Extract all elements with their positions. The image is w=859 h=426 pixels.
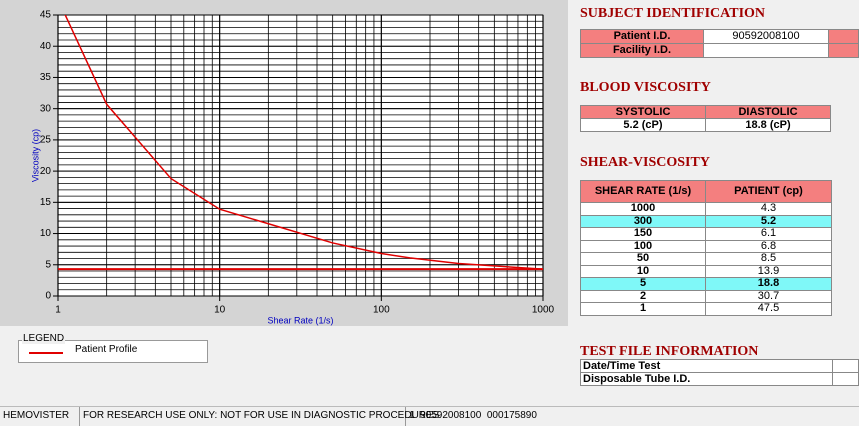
viscosity-cell: 6.8: [705, 239, 832, 253]
y-axis-label: Viscosity (cp): [30, 129, 40, 182]
y-tick-label: 10: [40, 228, 52, 239]
status-field: HEMOVISTER: [0, 407, 80, 426]
cell: [828, 43, 859, 58]
header-cell: SHEAR RATE (1/s): [580, 180, 706, 203]
legend: Patient Profile: [18, 340, 208, 363]
plot-clip: [58, 15, 543, 271]
value-cell: 5.2 (cP): [580, 118, 706, 132]
plot-area: [57, 14, 544, 297]
legend-label: Patient Profile: [75, 344, 138, 355]
viscosity-cell: 47.5: [705, 302, 832, 316]
status-bar: HEMOVISTER FOR RESEARCH USE ONLY: NOT FO…: [0, 406, 859, 426]
section-title: BLOOD VISCOSITY: [580, 80, 711, 95]
viscosity-cell: 30.7: [705, 289, 832, 303]
label-cell: Facility I.D.: [580, 43, 704, 58]
value-cell: [832, 372, 859, 386]
viscosity-cell: 6.1: [705, 227, 832, 241]
y-tick-label: 0: [45, 291, 51, 302]
shear-rate-cell: 1: [580, 302, 706, 316]
shear-rate-cell: 10: [580, 264, 706, 278]
viscosity-cell: 13.9: [705, 264, 832, 278]
shear-rate-cell: 5: [580, 277, 706, 291]
label-cell: Patient I.D.: [580, 29, 704, 44]
y-tick-label: 35: [40, 72, 52, 83]
status-field: FOR RESEARCH USE ONLY: NOT FOR USE IN DI…: [80, 407, 439, 426]
y-tick-label: 5: [45, 259, 51, 270]
label-cell: Date/Time Test: [580, 359, 833, 373]
y-tick-label: 45: [40, 10, 52, 21]
status-field: 1 90592008100 000175890: [409, 410, 537, 421]
y-tick-label: 30: [40, 103, 52, 114]
shear-rate-cell: 50: [580, 252, 706, 266]
header-cell: DIASTOLIC: [705, 105, 831, 119]
viscosity-cell: 5.2: [705, 214, 832, 228]
legend-swatch: [29, 352, 63, 354]
shear-rate-cell: 2: [580, 289, 706, 303]
y-tick-label: 15: [40, 197, 52, 208]
value-cell: [832, 359, 859, 373]
x-tick-label: 1000: [532, 305, 555, 316]
shear-rate-cell: 100: [580, 239, 706, 253]
chart-panel: 0 5 10 15 20 25 30 35 40 45 1 10 100 1000 Shear Rate (…: [0, 0, 568, 326]
legend-title: LEGEND: [22, 333, 66, 344]
shear-rate-cell: 1000: [580, 202, 706, 216]
value-cell: 90592008100: [703, 29, 829, 44]
header-cell: SYSTOLIC: [580, 105, 706, 119]
y-tick-label: 20: [40, 166, 52, 177]
section-title: SUBJECT IDENTIFICATION: [580, 6, 766, 21]
series-line: [64, 15, 543, 270]
x-tick-label: 1: [55, 305, 61, 316]
value-cell: [703, 43, 829, 58]
y-tick-label: 40: [40, 41, 52, 52]
x-axis-label: Shear Rate (1/s): [267, 315, 333, 325]
value-cell: 18.8 (cP): [705, 118, 831, 132]
header-cell: PATIENT (cp): [705, 180, 832, 203]
shear-rate-cell: 300: [580, 214, 706, 228]
shear-rate-cell: 150: [580, 227, 706, 241]
cell: [828, 29, 859, 44]
x-tick-label: 100: [373, 305, 390, 316]
label-cell: Disposable Tube I.D.: [580, 372, 833, 386]
section-title: SHEAR-VISCOSITY: [580, 155, 710, 170]
y-tick-label: 25: [40, 135, 52, 146]
viscosity-cell: 18.8: [705, 277, 832, 291]
section-title: TEST FILE INFORMATION: [580, 344, 759, 359]
x-tick-label: 10: [214, 305, 226, 316]
viscosity-cell: 4.3: [705, 202, 832, 216]
viscosity-cell: 8.5: [705, 252, 832, 266]
